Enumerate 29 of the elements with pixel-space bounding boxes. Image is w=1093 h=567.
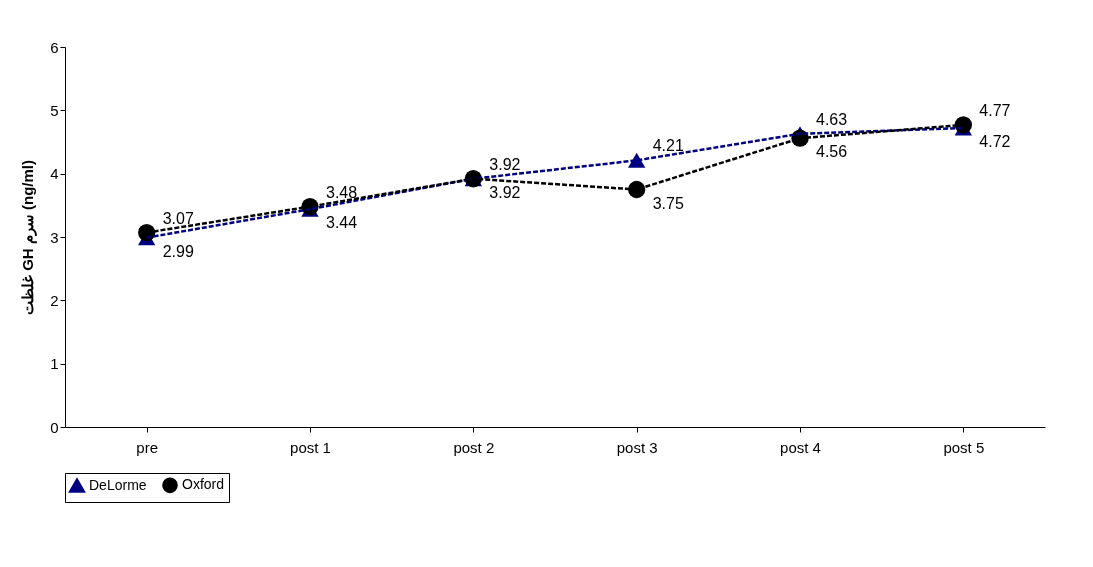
y-tick-label: 0: [50, 418, 59, 436]
data-label: 3.07: [162, 209, 194, 227]
y-tick-label: 6: [50, 38, 59, 56]
legend-label: DeLorme: [89, 476, 147, 493]
x-tick-label: post 2: [453, 438, 495, 456]
x-tick-label: post 5: [943, 438, 985, 456]
data-label: 2.99: [162, 242, 194, 260]
data-label: 3.48: [326, 183, 358, 201]
x-tick-label: post 1: [290, 438, 331, 456]
point: [628, 152, 646, 168]
data-label: 4.63: [816, 110, 848, 128]
y-tick-label: 5: [50, 101, 59, 119]
data-label: 3.44: [326, 214, 358, 232]
data-label: 3.92: [489, 155, 521, 173]
y-tick-label: 2: [50, 291, 59, 309]
x-tick-label: post 4: [780, 438, 821, 456]
data-label: 3.75: [652, 194, 684, 212]
legend-label: Oxford: [182, 476, 225, 493]
data-label: 4.72: [979, 133, 1011, 151]
x-tick-label: post 3: [616, 438, 658, 456]
data-label: 4.56: [816, 143, 848, 161]
y-tick-label: 1: [50, 355, 59, 373]
data-label: 4.21: [652, 137, 684, 155]
data-label: 3.92: [489, 183, 521, 201]
x-tick-label: pre: [136, 438, 159, 456]
y-axis-title: غلظت GH سرم (ng/ml): [19, 160, 38, 315]
y-tick-label: 4: [50, 165, 59, 183]
data-label: 4.77: [979, 101, 1011, 119]
y-tick-label: 3: [50, 228, 59, 246]
